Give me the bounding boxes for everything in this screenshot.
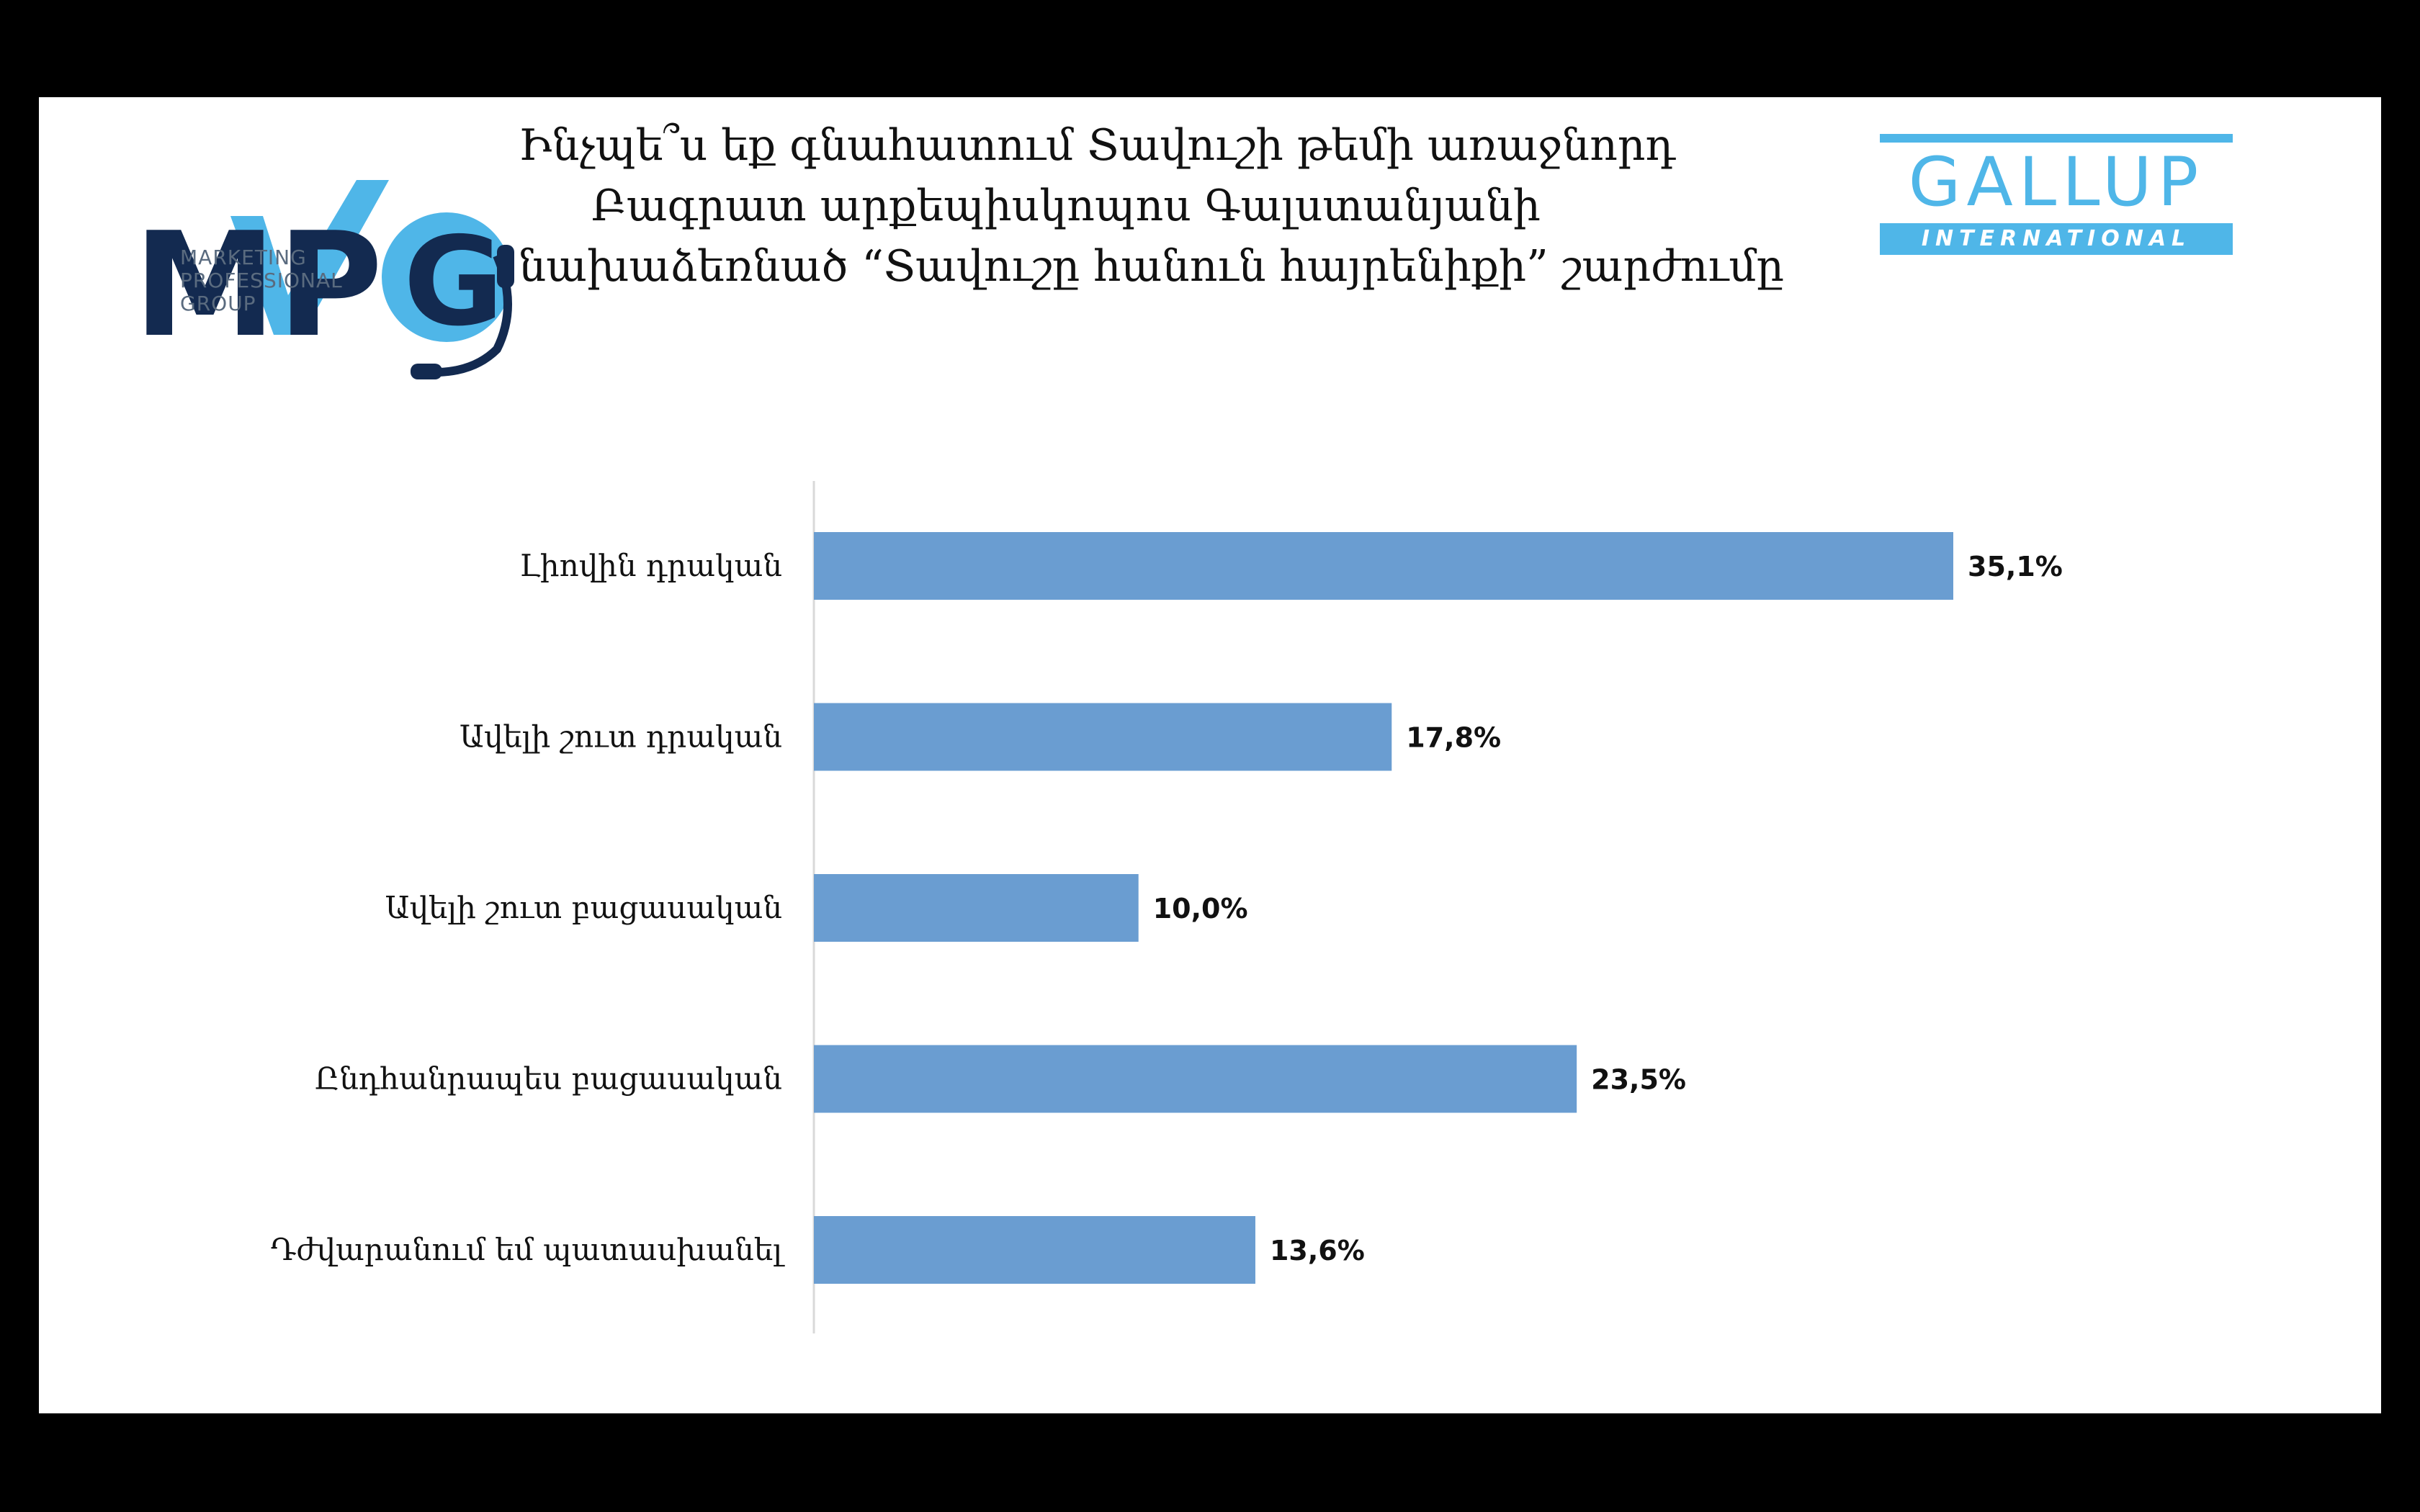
bar-1 xyxy=(814,703,1392,771)
gallup-logo: GALLUP INTERNATIONAL xyxy=(1880,134,2233,256)
value-label-3: 23,5% xyxy=(1591,1064,1686,1096)
mpg-check-mark xyxy=(230,180,389,335)
bar-2 xyxy=(814,874,1139,942)
title-line-3: նախաձեռնած “Տավուշը հանուն հայրենիքի” շա… xyxy=(519,241,1785,292)
bar-0 xyxy=(814,532,1953,600)
chart-title: Ինչպե՞ս եք գնահատում Տավուշի թեմի առաջնո… xyxy=(519,115,1785,297)
gallup-band: INTERNATIONAL xyxy=(1880,223,2233,255)
category-label-3: Ընդհանրապես բացասական xyxy=(315,1061,782,1097)
category-label-2: Ավելի շուտ բացասական xyxy=(385,890,782,925)
bar-4 xyxy=(814,1216,1255,1284)
headset-ear xyxy=(497,245,514,288)
headset-mic xyxy=(411,364,442,379)
mpg-subtitle: MARKETING PROFESSIONAL GROUP xyxy=(180,246,343,315)
category-label-1: Ավելի շուտ դրական xyxy=(460,719,782,755)
title-line-2: Բագրատ արքեպիսկոպոս Գալստանյանի xyxy=(591,181,1541,231)
value-label-2: 10,0% xyxy=(1153,893,1248,924)
mpg-letter-g: G xyxy=(403,211,504,354)
bar-3 xyxy=(814,1045,1577,1113)
value-label-4: 13,6% xyxy=(1270,1235,1365,1266)
mpg-line-1: MARKETING xyxy=(180,246,307,269)
mpg-letter-p: P xyxy=(277,202,383,369)
gallup-top-bar xyxy=(1880,134,2233,143)
value-label-0: 35,1% xyxy=(1968,551,2063,582)
value-label-1: 17,8% xyxy=(1406,722,1501,754)
mpg-logo: M P G xyxy=(133,180,514,379)
mpg-line-2: PROFESSIONAL xyxy=(180,269,343,292)
category-label-4: Դժվարանում եմ պատասխանել xyxy=(271,1232,785,1267)
mpg-letter-m: M xyxy=(133,202,277,369)
mpg-g-circle xyxy=(382,212,511,342)
mpg-line-3: GROUP xyxy=(180,292,256,315)
title-line-1: Ինչպե՞ս եք գնահատում Տավուշի թեմի առաջնո… xyxy=(519,120,1676,171)
gallup-word: GALLUP xyxy=(1908,143,2205,222)
category-label-0: Լիովին դրական xyxy=(519,548,782,583)
